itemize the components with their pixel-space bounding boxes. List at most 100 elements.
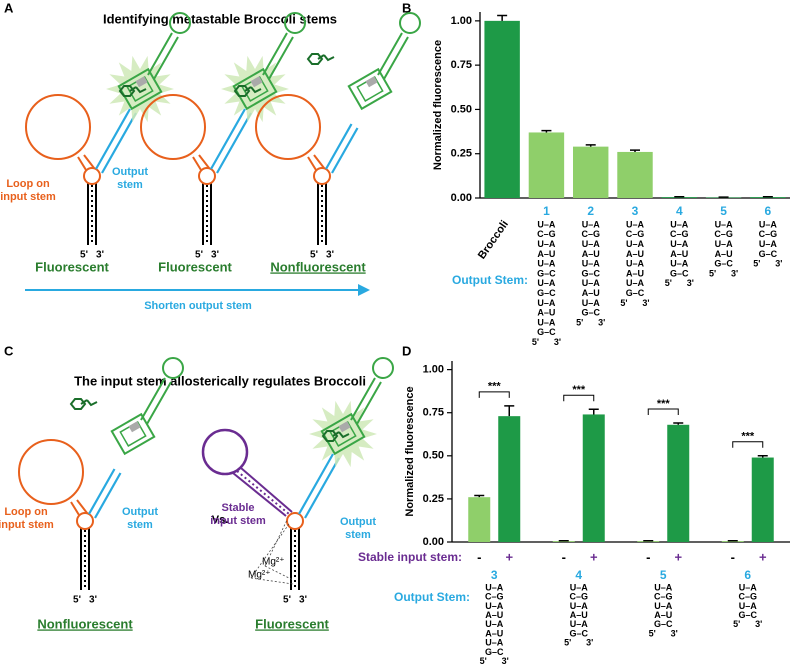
- output-label: stem: [345, 529, 371, 541]
- input-loop: [19, 440, 83, 504]
- junction: [77, 513, 93, 529]
- output-label: Output: [122, 506, 158, 518]
- significance-label: ***: [572, 384, 586, 396]
- x-tick-label: 3: [491, 568, 498, 582]
- dfhbi: [71, 399, 97, 409]
- fluorescence-glow: [106, 56, 174, 122]
- state-label: Fluorescent: [158, 259, 232, 274]
- stem-pair: U–A: [670, 259, 689, 269]
- panel-label: C: [4, 343, 14, 358]
- stem-pair: U–A: [582, 278, 601, 288]
- stem-pair: G–C: [537, 268, 556, 278]
- x-axis-label: Output Stem:: [452, 273, 528, 287]
- stem-pair: U–A: [626, 239, 645, 249]
- state-label: Nonfluorescent: [37, 616, 133, 631]
- output-stem: [89, 469, 121, 518]
- rna-schematic: 5' 3': [26, 13, 190, 261]
- output-stem: [96, 109, 136, 173]
- arrow-head: [358, 284, 370, 296]
- y-tick-label: 0.25: [423, 493, 444, 505]
- series-label: +: [759, 549, 767, 564]
- stem-pair: U–A: [715, 239, 734, 249]
- bar: [617, 152, 652, 198]
- stem-pair: A–U: [537, 249, 555, 259]
- series-label: -: [731, 549, 735, 564]
- stem-pair: U–A: [759, 239, 778, 249]
- significance-label: ***: [657, 398, 671, 410]
- stem-pair: A–U: [670, 249, 688, 259]
- stem-pair: C–G: [759, 229, 778, 239]
- stem-pair: U–A: [715, 219, 734, 229]
- aptamer-loop: [373, 358, 393, 378]
- error-bar: [497, 16, 507, 21]
- bar: [498, 416, 520, 542]
- stem-pair: U–A: [626, 278, 645, 288]
- y-tick-label: 0.00: [451, 192, 472, 204]
- stem-pair: U–A: [537, 239, 556, 249]
- junction: [199, 168, 215, 184]
- three-prime: 3': [96, 250, 104, 261]
- stem-pair: A–U: [582, 249, 600, 259]
- bar: [484, 21, 519, 198]
- stem-pair: A–U: [582, 288, 600, 298]
- input-loop: [141, 95, 205, 159]
- y-tick-label: 1.00: [451, 15, 472, 27]
- series-label: +: [590, 549, 598, 564]
- loop-label: input stem: [0, 519, 54, 531]
- five-prime: 5': [733, 619, 740, 629]
- three-prime: 3': [211, 250, 219, 261]
- significance-label: ***: [488, 381, 502, 393]
- stem-pair: G–C: [581, 308, 600, 318]
- three-prime: 3': [775, 259, 782, 269]
- bar: [529, 132, 564, 198]
- output-label: stem: [127, 519, 153, 531]
- three-prime: 3': [642, 298, 649, 308]
- rna-schematic: 5'3': [203, 358, 393, 606]
- three-prime: 3': [731, 268, 738, 278]
- state-label: Fluorescent: [35, 259, 109, 274]
- error-bar: [758, 456, 768, 458]
- five-prime: 5': [753, 259, 760, 269]
- stem-pair: G–C: [626, 288, 645, 298]
- stem-pair: U–A: [537, 259, 556, 269]
- stem-pair: U–A: [670, 239, 689, 249]
- loop-label: Loop on: [4, 506, 48, 518]
- loop-label: input stem: [0, 191, 56, 203]
- error-bar: [504, 406, 514, 416]
- rna-schematic: 5'3': [19, 358, 183, 606]
- error-bar: [586, 145, 596, 147]
- y-tick-label: 0.75: [423, 407, 444, 419]
- five-prime: 5': [564, 638, 571, 648]
- input-loop: [26, 95, 90, 159]
- x-axis-label: Output Stem:: [394, 590, 470, 604]
- panel-title: The input stem allosterically regulates …: [74, 373, 366, 388]
- y-tick-label: 1.00: [423, 364, 444, 376]
- three-prime: 3': [687, 278, 694, 288]
- y-axis-label: Normalized fluorescence: [432, 40, 444, 170]
- stem-pair: U–A: [582, 298, 601, 308]
- rna-schematic: 5'3': [256, 13, 420, 261]
- stem-pair: U–A: [759, 219, 778, 229]
- y-tick-label: 0.75: [451, 59, 472, 71]
- bar: [752, 458, 774, 542]
- three-prime: 3': [502, 656, 509, 666]
- state-label: Fluorescent: [255, 616, 329, 631]
- g-quadruplex: [349, 69, 391, 109]
- five-prime: 5': [80, 250, 88, 261]
- stem-pair: C–G: [714, 229, 733, 239]
- fluorescence-glow: [221, 56, 289, 122]
- y-axis-label: Normalized fluorescence: [404, 386, 416, 516]
- stem-pair: U–A: [670, 219, 689, 229]
- error-bar: [673, 423, 683, 425]
- stem-pair: U–A: [582, 259, 601, 269]
- x-tick-label: 6: [765, 204, 772, 218]
- aptamer-stem: [378, 33, 408, 79]
- output-label: Output: [112, 166, 148, 178]
- output-label: Output: [340, 516, 376, 528]
- junction: [84, 168, 100, 184]
- series-axis-label: Stable input stem:: [358, 550, 462, 564]
- five-prime: 5': [283, 595, 291, 606]
- stem-pair: G–C: [537, 288, 556, 298]
- stem-pair: G–C: [581, 268, 600, 278]
- stem-pair: C–G: [670, 229, 689, 239]
